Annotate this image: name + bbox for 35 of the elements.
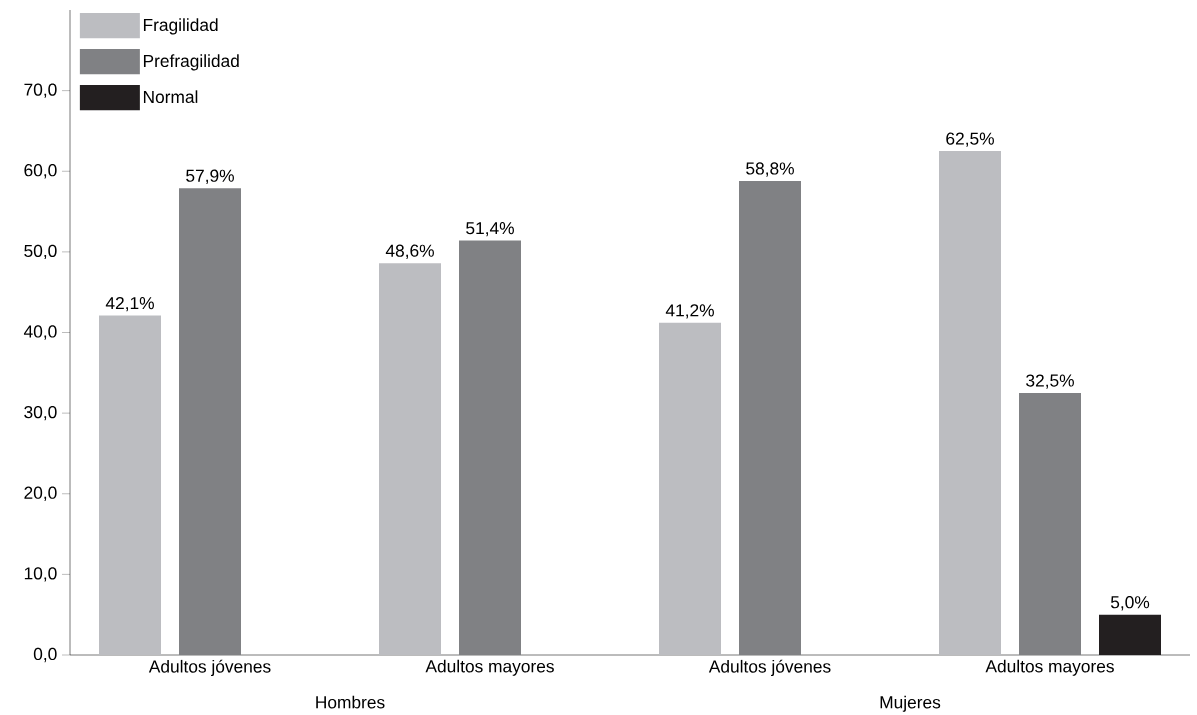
- bar: [179, 188, 241, 655]
- bar: [379, 263, 441, 655]
- x-tick-label: Adultos jóvenes: [708, 659, 831, 677]
- data-label: 48,6%: [385, 244, 434, 259]
- bar: [939, 151, 1001, 655]
- x-tick-label: Adultos mayores: [985, 659, 1114, 676]
- x-tick-label: Adultos jóvenes: [148, 659, 271, 677]
- bar: [1019, 392, 1081, 655]
- y-tick-label: 50,0: [24, 244, 57, 260]
- data-label: 5,0%: [1110, 596, 1150, 611]
- bar: [99, 315, 161, 655]
- y-tick-label: 40,0: [23, 325, 57, 340]
- y-tick-label: 10,0: [24, 567, 57, 582]
- y-tick-label: 20,0: [24, 486, 57, 501]
- legend-label: Normal: [143, 90, 198, 104]
- bar: [739, 180, 801, 655]
- bar: [1099, 614, 1161, 655]
- data-label: 32,5%: [1026, 374, 1074, 389]
- y-tick-label: 0,0: [33, 647, 57, 663]
- y-tick-label: 30,0: [24, 405, 57, 421]
- data-label: 41,2%: [665, 304, 714, 319]
- text: Hombres: [316, 695, 385, 709]
- y-tick-label: 70,0: [24, 83, 57, 98]
- data-label: 57,9%: [186, 169, 234, 184]
- x-tick-label: Adultos mayores: [425, 659, 554, 676]
- data-label: 42,1%: [105, 296, 154, 312]
- y-tick-label: 60,0: [24, 164, 57, 179]
- bar: [659, 322, 721, 655]
- data-label: 58,8%: [746, 162, 794, 177]
- legend-label: Fragilidad: [143, 18, 218, 35]
- data-label: 51,4%: [466, 222, 514, 237]
- bar: [459, 240, 521, 655]
- data-label: 62,5%: [946, 132, 994, 147]
- legend-label: Prefragilidad: [143, 54, 239, 71]
- text: Mujeres: [880, 695, 941, 712]
